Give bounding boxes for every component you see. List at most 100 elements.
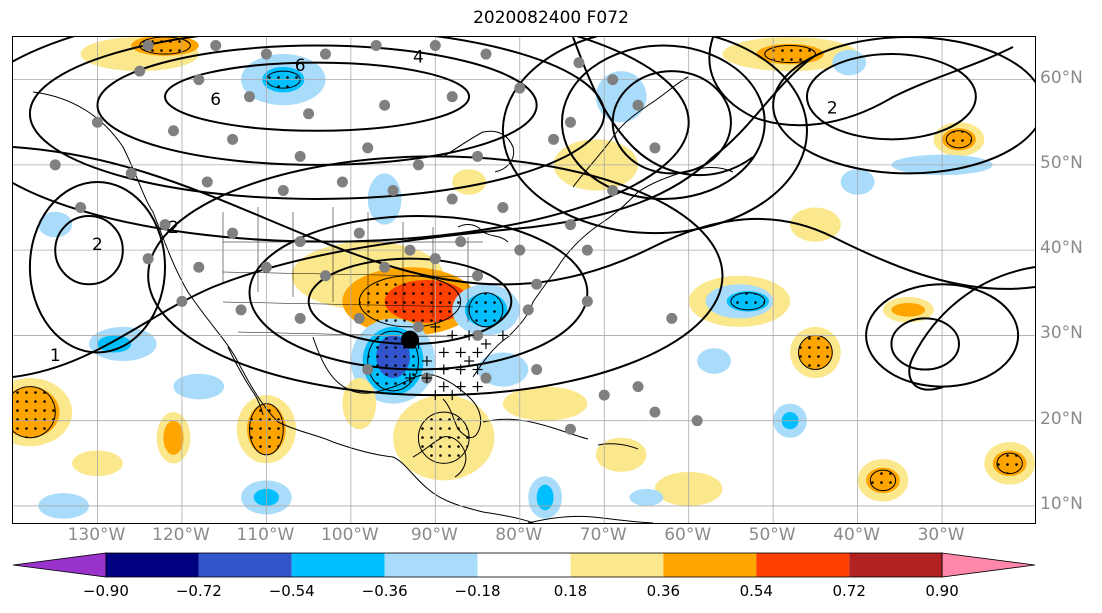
lon-label-3: 100°W	[320, 525, 379, 545]
significance-stipple-8	[764, 45, 816, 64]
colorbar-tick-4: −0.18	[454, 582, 501, 600]
contour-label-3: 2	[168, 218, 179, 238]
height-contour-11	[28, 180, 167, 354]
significance-stipple-13	[417, 411, 470, 464]
anomaly-shade-52	[629, 488, 664, 506]
gray-marker-62	[666, 312, 678, 324]
gray-marker-36	[75, 202, 87, 214]
gray-marker-71	[564, 423, 576, 435]
anomaly-shade-55	[452, 169, 486, 195]
colorbar-segment-2	[198, 553, 292, 577]
gray-marker-8	[607, 74, 619, 86]
colorbar-tick-9: 0.90	[925, 582, 959, 600]
lat-label-2: 40°N	[1040, 238, 1083, 259]
colorbar-tick-6: 0.36	[646, 582, 681, 600]
gray-marker-1	[210, 40, 222, 52]
gray-marker-32	[387, 184, 399, 196]
significance-stipple-0	[358, 275, 462, 328]
gray-marker-51	[472, 270, 484, 282]
cross-marker-0	[430, 321, 441, 332]
gray-marker-54	[176, 295, 188, 307]
cuba	[482, 418, 589, 440]
gray-marker-65	[480, 372, 492, 384]
gray-marker-35	[607, 184, 619, 196]
significance-stipple-11	[869, 469, 897, 492]
anomaly-shade-53	[790, 207, 841, 242]
south-america-coast	[527, 515, 654, 523]
gray-marker-61	[581, 295, 593, 307]
contour-label-5: 1	[50, 346, 61, 366]
gray-marker-24	[472, 150, 484, 162]
gray-marker-38	[227, 227, 239, 239]
anomaly-shade-50	[536, 484, 554, 511]
storm-center-marker	[400, 330, 419, 349]
colorbar-tick-8: 0.72	[832, 582, 866, 600]
height-contour-open-0	[13, 146, 1035, 290]
colorbar-tick-7: 0.54	[739, 582, 773, 600]
lon-label-2: 110°W	[236, 525, 295, 545]
gray-marker-63	[362, 364, 374, 376]
colorbar-segment-9	[849, 553, 943, 577]
gray-marker-49	[379, 261, 391, 273]
gray-marker-41	[404, 244, 416, 256]
height-contour-14	[805, 53, 977, 141]
gray-marker-25	[548, 133, 560, 145]
gray-marker-42	[455, 236, 467, 248]
anomaly-shade-23	[38, 211, 73, 238]
lon-label-10: 30°W	[917, 525, 965, 545]
anomaly-shade-45	[502, 386, 588, 421]
gray-marker-20	[227, 133, 239, 145]
significance-stipple-10	[996, 452, 1023, 475]
colorbar-extend-high	[941, 552, 1036, 578]
height-contour-2	[28, 37, 606, 200]
height-contour-0	[164, 61, 471, 132]
gray-marker-48	[320, 270, 332, 282]
gray-marker-66	[531, 364, 543, 376]
gray-marker-19	[167, 125, 179, 137]
map-canvas: 6 6 4 2 2 1 2	[13, 37, 1035, 523]
significance-stipple-6	[468, 292, 504, 328]
gray-marker-28	[125, 167, 137, 179]
gray-marker-52	[531, 278, 543, 290]
gray-marker-70	[632, 381, 644, 393]
cross-marker-11	[438, 381, 449, 392]
cross-marker-14	[404, 373, 415, 384]
significance-stipple-3	[13, 386, 56, 439]
gray-marker-39	[294, 236, 306, 248]
height-contour-open-4	[708, 37, 1014, 127]
lon-label-6: 70°W	[579, 525, 627, 545]
colorbar-segment-3	[291, 553, 385, 577]
colorbar-segment-4	[384, 553, 478, 577]
cross-marker-5	[472, 347, 483, 358]
hispaniola	[597, 443, 639, 450]
gray-marker-30	[277, 184, 289, 196]
coastline-labrador	[572, 76, 689, 188]
colorbar-segment-5	[477, 553, 571, 577]
colorbar-segment-6	[570, 553, 664, 577]
contour-label-6: 2	[827, 99, 838, 119]
lon-label-1: 120°W	[152, 525, 210, 545]
gray-marker-33	[446, 193, 458, 205]
gray-marker-2	[260, 48, 272, 60]
height-contour-1	[96, 44, 538, 166]
gray-marker-6	[480, 48, 492, 60]
colorbar-segment-7	[663, 553, 757, 577]
colorbar-extend-low	[12, 552, 107, 578]
lat-label-3: 30°N	[1040, 323, 1083, 344]
lon-label-9: 40°W	[833, 525, 881, 545]
colorbar-tick-1: −0.72	[175, 582, 222, 600]
map-panel: 6 6 4 2 2 1 2	[12, 36, 1036, 524]
gray-marker-69	[691, 415, 703, 427]
anomaly-shade-47	[595, 437, 647, 472]
gray-marker-13	[379, 99, 391, 111]
colorbar-tick-2: −0.54	[268, 582, 315, 600]
gray-marker-40	[353, 227, 365, 239]
significance-stipple-9	[945, 130, 973, 149]
contour-label-1: 6	[295, 56, 306, 76]
gray-marker-43	[514, 244, 526, 256]
cross-marker-2	[464, 330, 475, 341]
gray-marker-44	[564, 219, 576, 231]
gray-marker-56	[294, 312, 306, 324]
lat-label-5: 10°N	[1040, 493, 1083, 514]
cross-marker-13	[472, 381, 483, 392]
